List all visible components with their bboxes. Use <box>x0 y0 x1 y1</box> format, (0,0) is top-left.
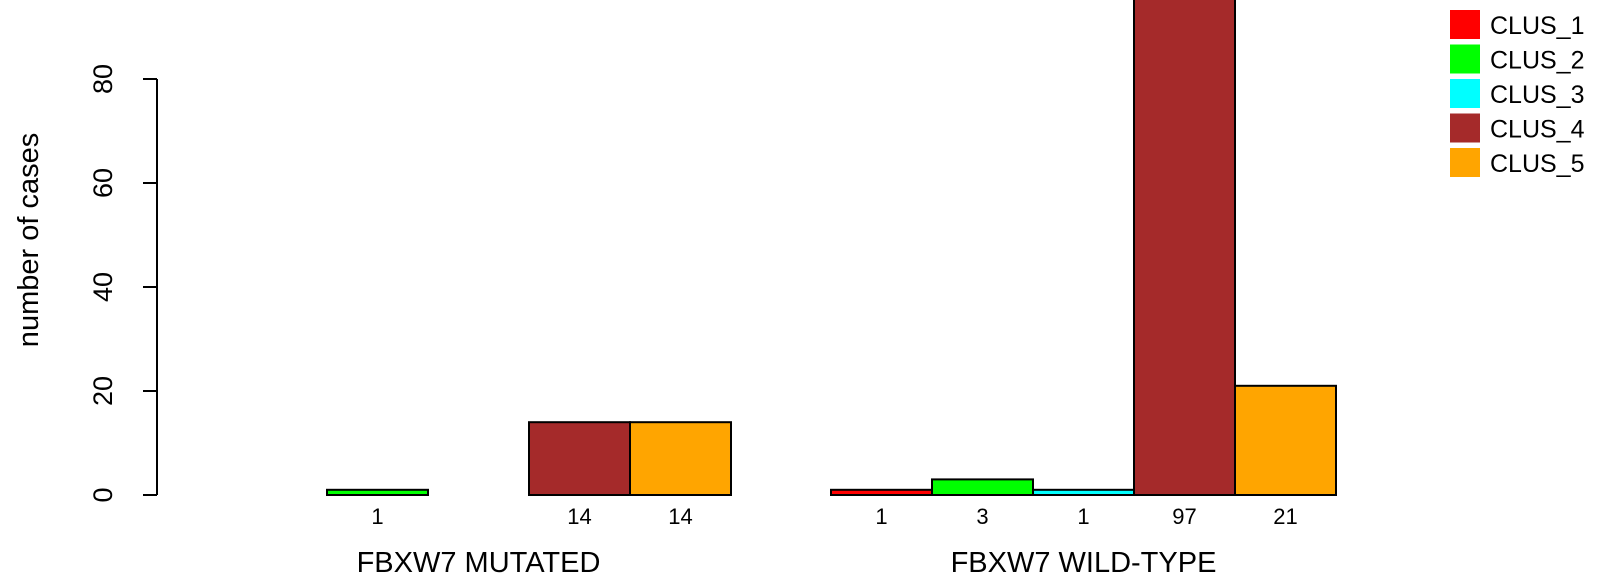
bar-value-label: 3 <box>976 504 988 529</box>
bar-value-label: 1 <box>875 504 887 529</box>
bar-value-label: 1 <box>371 504 383 529</box>
y-tick-label: 40 <box>88 272 118 302</box>
bar-clus-2 <box>931 478 1034 496</box>
bar-clus-1 <box>830 488 933 496</box>
bar-clus-5 <box>1234 384 1337 496</box>
legend-swatch <box>1450 113 1480 143</box>
legend-swatch <box>1450 44 1480 74</box>
legend-label: CLUS_4 <box>1490 116 1585 144</box>
category-labels: FBXW7 MUTATED FBXW7 WILD-TYPE <box>357 547 1217 578</box>
legend-swatch <box>1450 10 1480 39</box>
y-tick-label: 0 <box>88 487 118 502</box>
legend-label: CLUS_5 <box>1490 150 1585 178</box>
y-tick-label: 80 <box>88 64 118 94</box>
bar-value-labels: 1 14 14 1 3 1 97 21 <box>371 504 1297 529</box>
y-tick-label: 60 <box>88 168 118 198</box>
y-axis-title: number of cases <box>13 133 45 347</box>
bar-clus-4 <box>1133 0 1236 496</box>
bar-value-label: 97 <box>1172 504 1196 529</box>
bar-clus-3 <box>1032 488 1135 496</box>
bar-clus-4 <box>528 421 631 497</box>
legend-label: CLUS_3 <box>1490 81 1585 109</box>
legend-label: CLUS_2 <box>1490 47 1585 75</box>
bar-value-label: 14 <box>668 504 692 529</box>
y-axis: 0 20 40 60 80 <box>88 64 158 503</box>
bar-clus-2 <box>326 488 429 496</box>
legend-swatch <box>1450 148 1480 177</box>
bar-clus-5 <box>629 421 732 497</box>
category-label: FBXW7 MUTATED <box>357 547 601 578</box>
bar-value-label: 21 <box>1273 504 1297 529</box>
y-tick-label: 20 <box>88 376 118 406</box>
legend-label: CLUS_1 <box>1490 12 1585 40</box>
category-label: FBXW7 WILD-TYPE <box>951 547 1217 578</box>
bars <box>326 0 1337 497</box>
legend: CLUS_1 CLUS_2 CLUS_3 CLUS_4 CLUS_5 <box>1450 10 1585 178</box>
legend-swatch <box>1450 79 1480 108</box>
bar-value-label: 14 <box>567 504 591 529</box>
bar-value-label: 1 <box>1077 504 1089 529</box>
